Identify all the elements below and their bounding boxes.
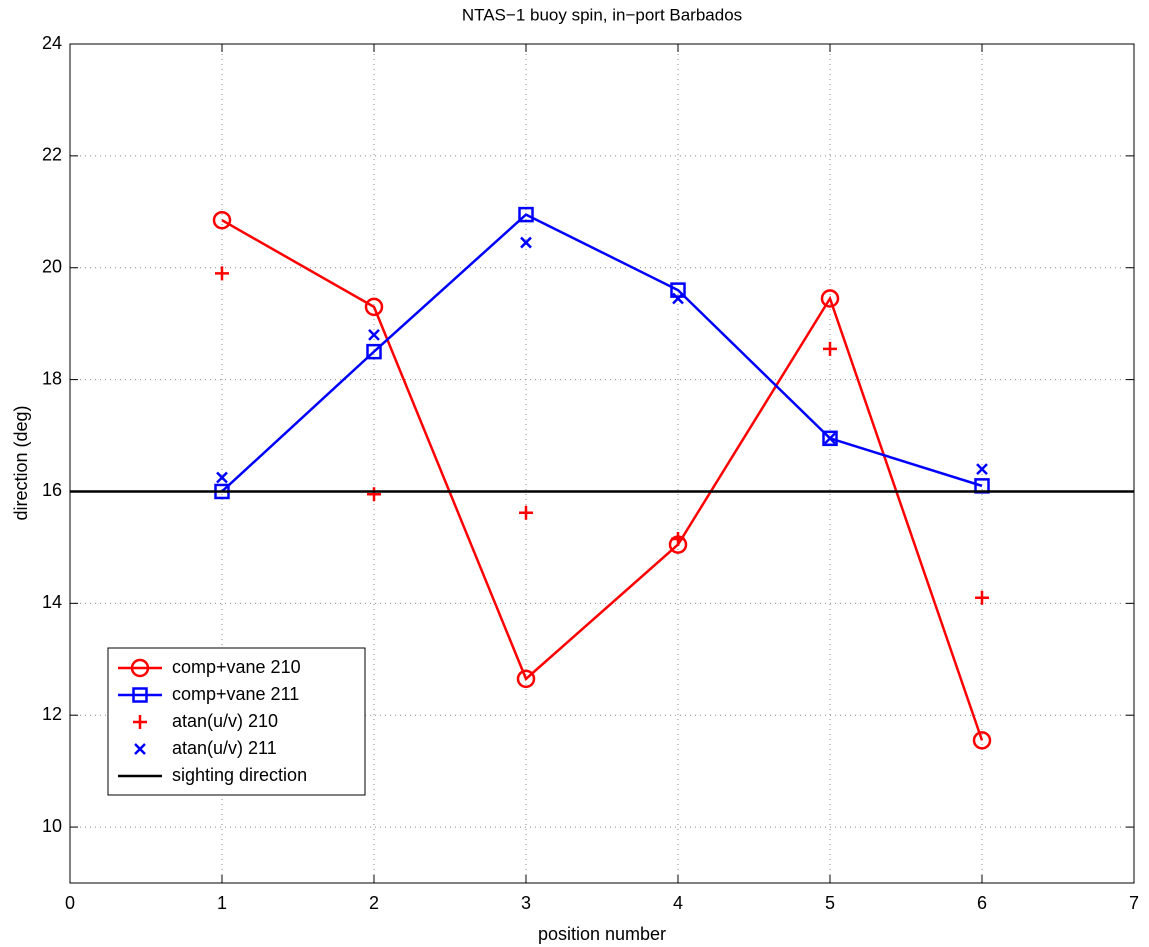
y-tick-label: 12: [42, 704, 62, 724]
x-tick-label: 6: [977, 893, 987, 913]
marker-plus: [367, 487, 381, 502]
plot-frame: [69, 43, 1135, 884]
x-tick-label: 4: [673, 893, 683, 913]
marker-plus: [215, 266, 229, 281]
y-tick-label: 22: [42, 145, 62, 165]
y-axis-label: direction (deg): [11, 405, 31, 520]
y-tick-label: 18: [42, 368, 62, 388]
x-tick-label: 7: [1129, 893, 1139, 913]
marker-x: [216, 471, 228, 484]
y-tick-label: 10: [42, 816, 62, 836]
marker-x: [976, 463, 988, 475]
marker-square: [366, 343, 382, 360]
marker-plus: [823, 341, 837, 356]
marker-x: [824, 432, 836, 445]
y-tick-label: 20: [42, 256, 62, 276]
series-line: [221, 219, 984, 741]
marker-plus: [519, 505, 533, 520]
marker-square: [670, 282, 686, 298]
marker-circle: [972, 731, 992, 750]
x-axis-label: position number: [538, 924, 666, 944]
x-tick-label: 0: [65, 893, 75, 913]
x-tick-label: 3: [521, 893, 531, 913]
marker-plus: [975, 590, 989, 605]
y-tick-label: 14: [42, 592, 62, 612]
legend-marker: [132, 687, 148, 703]
x-tick-label: 2: [369, 893, 379, 913]
legend-box: [107, 647, 366, 796]
legend-label: comp+vane 211: [172, 684, 299, 704]
legend-marker: [134, 743, 146, 755]
marker-square: [518, 206, 534, 223]
marker-plus: [671, 532, 685, 547]
legend-marker: [130, 658, 150, 678]
x-tick-label: 1: [217, 893, 227, 913]
marker-x: [672, 292, 684, 305]
y-tick-label: 24: [42, 33, 62, 53]
x-tick-label: 5: [825, 893, 835, 913]
marker-circle: [364, 297, 384, 317]
legend-label: atan(u/v) 210: [172, 711, 278, 731]
series-line: [221, 213, 983, 493]
legend-label: comp+vane 210: [172, 657, 301, 677]
legend-label: atan(u/v) 211: [172, 738, 277, 758]
marker-x: [368, 328, 380, 341]
marker-x: [520, 236, 532, 249]
legend-marker: [133, 715, 147, 729]
marker-circle: [820, 289, 840, 308]
marker-square: [822, 430, 838, 447]
legend-label: sighting direction: [172, 765, 307, 785]
legend: comp+vane 210 comp+vane 211 atan(u/v) 210 a…: [107, 647, 366, 796]
y-tick-label: 16: [42, 480, 62, 500]
marker-circle: [212, 210, 232, 230]
chart-title: NTAS−1 buoy spin, in−port Barbados: [462, 5, 742, 24]
marker-circle: [516, 669, 536, 689]
